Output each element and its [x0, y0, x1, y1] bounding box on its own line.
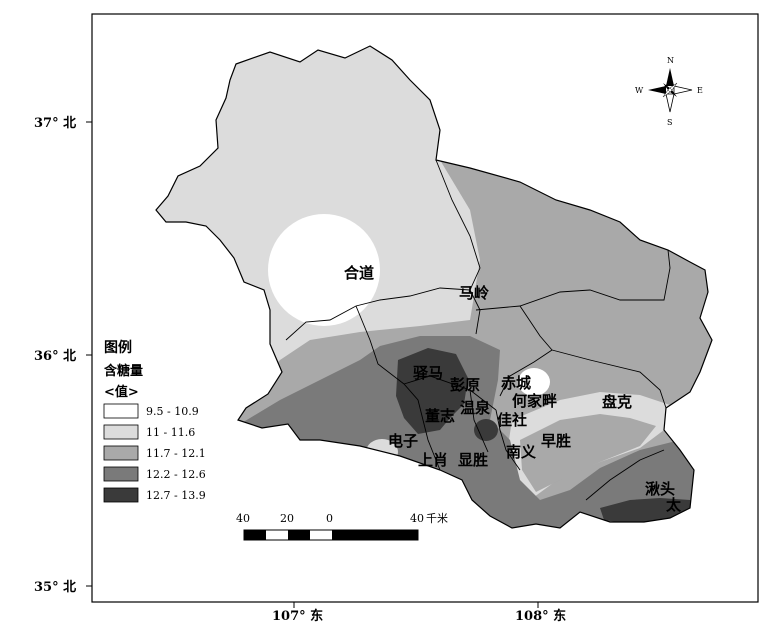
place-shangxiao: 上肖 [418, 451, 448, 469]
scale-unit: 千米 [426, 512, 448, 525]
place-yima: 驿马 [413, 364, 443, 382]
scale-tick-40-right: 40 [410, 512, 424, 525]
north-arrow-icon: N S E W [635, 56, 703, 127]
place-maling: 马岭 [459, 284, 489, 302]
legend-swatch [103, 466, 139, 482]
compass-s: S [667, 118, 672, 127]
legend-label: 12.7 - 13.9 [146, 489, 206, 502]
place-tai: 太 [666, 496, 682, 514]
legend-label: 12.2 - 12.6 [146, 468, 206, 481]
place-labels: 合道 马岭 驿马 彭原 赤城 何家畔 盘克 董志 温泉 佳社 电子 早胜 上肖 … [343, 264, 682, 514]
place-peishe: 佳社 [497, 411, 527, 429]
place-chicheng: 赤城 [501, 374, 531, 392]
latitude-ticks [86, 121, 92, 587]
legend-swatch [103, 487, 139, 503]
place-pengyuan: 彭原 [450, 376, 480, 394]
legend-swatch [103, 445, 139, 461]
longitude-label-108: 108° 东 [515, 608, 566, 624]
place-dongzhi: 董志 [425, 407, 455, 425]
zone-9.5-10.9 [268, 214, 380, 326]
legend-title: 图例 [104, 339, 132, 356]
zone-9.5-10.9-east [518, 368, 550, 396]
legend-label: 11 - 11.6 [146, 426, 195, 439]
scale-seg-1 [244, 530, 266, 540]
legend-swatch [103, 424, 139, 440]
zone-12.7-13.9-central [396, 348, 468, 434]
compass-n: N [667, 56, 674, 65]
legend: 图例 含糖量 <值> 9.5 - 10.9 11 - 11.6 11.7 - 12.… [103, 339, 206, 503]
longitude-ticks [293, 602, 539, 608]
zone-12.7-13.9-small [474, 419, 498, 441]
place-zaosheng: 早胜 [541, 432, 571, 450]
legend-label: 11.7 - 12.1 [146, 447, 206, 460]
longitude-label-107: 107° 东 [272, 608, 323, 624]
scale-tick-40-left: 40 [236, 512, 250, 525]
place-hedao: 合道 [343, 264, 374, 282]
scale-seg-5 [332, 530, 418, 540]
latitude-label-37: 37° 北 [34, 116, 76, 131]
place-wenquan: 温泉 [460, 399, 491, 417]
compass-e: E [697, 86, 703, 95]
scale-tick-0: 0 [326, 512, 333, 525]
place-qiutou: 湫头 [645, 480, 675, 498]
zone-11.7-12.1-pocket [520, 414, 656, 492]
latitude-label-35: 35° 北 [34, 580, 76, 595]
county-boundaries [285, 159, 671, 501]
place-hejiapan: 何家畔 [512, 392, 557, 410]
place-panke: 盘克 [602, 393, 632, 411]
legend-subtitle: 含糖量 [103, 363, 143, 379]
compass-w: W [635, 86, 644, 95]
place-xiaosheng: 显胜 [458, 451, 488, 469]
place-nanyi: 南义 [506, 443, 536, 461]
place-dianzi: 电子 [388, 432, 418, 450]
scale-bar: 40 20 0 40 千米 [236, 512, 448, 541]
legend-swatches: 9.5 - 10.9 11 - 11.6 11.7 - 12.1 12.2 - 12.… [103, 403, 206, 503]
latitude-label-36: 36° 北 [34, 349, 76, 364]
legend-value-label: <值> [104, 384, 139, 400]
scale-tick-20: 20 [280, 512, 294, 525]
scale-seg-3 [288, 530, 310, 540]
legend-label: 9.5 - 10.9 [146, 405, 199, 418]
legend-swatch [103, 403, 139, 419]
